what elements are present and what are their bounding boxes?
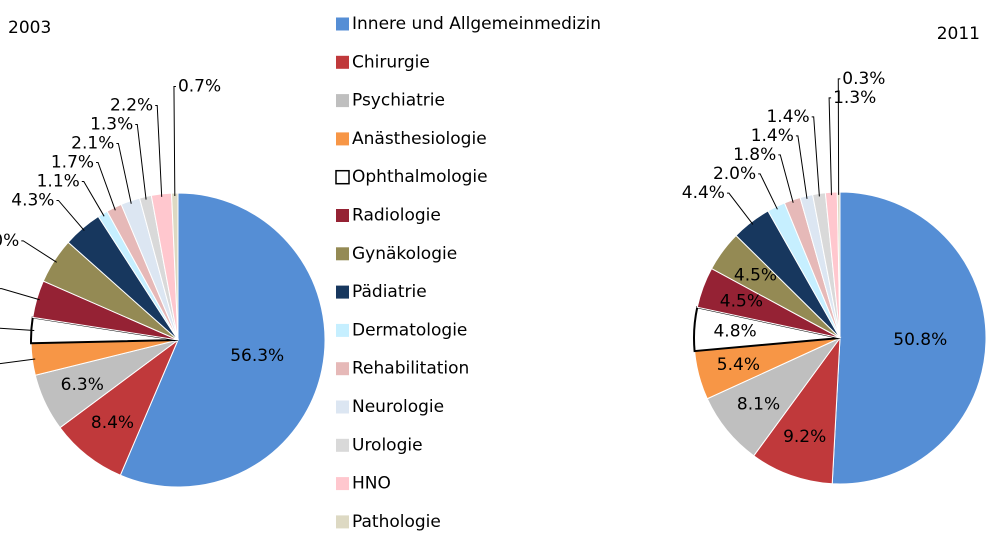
data-label: 4.4% xyxy=(682,183,725,203)
leader-line xyxy=(21,240,57,263)
legend-label: Urologie xyxy=(352,435,423,455)
data-label: 4.3% xyxy=(11,190,54,210)
legend-swatch xyxy=(336,477,349,491)
leader-line xyxy=(726,192,754,225)
legend-label: Anästhesiologie xyxy=(352,129,487,149)
leader-line xyxy=(81,180,105,217)
data-label: 1.7% xyxy=(51,152,94,172)
legend-label: Gynäkologie xyxy=(352,244,457,264)
legend-label: Pathologie xyxy=(352,512,441,532)
leader-line xyxy=(795,135,808,199)
data-label: 50.8% xyxy=(893,330,947,350)
legend-swatch xyxy=(336,55,349,69)
leader-line xyxy=(758,173,778,210)
legend-label: Psychiatrie xyxy=(352,91,445,111)
legend-label: Chirurgie xyxy=(352,52,430,72)
pie-slice xyxy=(831,191,987,485)
data-label: 6.3% xyxy=(61,375,104,395)
legend-swatch xyxy=(336,94,349,108)
leader-line xyxy=(96,161,116,211)
leader-line xyxy=(0,327,35,331)
leader-line xyxy=(0,288,40,301)
leader-line xyxy=(116,142,132,204)
legend-swatch xyxy=(336,400,349,414)
leader-line xyxy=(155,104,163,197)
chart-title: 2011 xyxy=(937,24,980,44)
leader-line xyxy=(837,78,841,195)
data-label: 1.4% xyxy=(766,107,809,127)
legend-label: Rehabilitation xyxy=(352,359,469,379)
data-label: 4.8% xyxy=(713,322,756,342)
leader-line xyxy=(173,85,176,196)
legend-label: Innere und Allgemeinmedizin xyxy=(352,14,601,34)
legend-label: HNO xyxy=(352,474,391,494)
leader-line xyxy=(56,199,85,231)
data-label: 2.0% xyxy=(713,164,756,184)
legend-label: Neurologie xyxy=(352,397,444,417)
data-label: 1.1% xyxy=(37,171,80,191)
data-label: 8.4% xyxy=(91,413,134,433)
legend-swatch xyxy=(335,169,350,185)
data-label: 1.8% xyxy=(733,145,776,165)
legend-swatch xyxy=(336,438,349,452)
data-label: 8.1% xyxy=(737,394,780,414)
data-label: 5.0% xyxy=(0,231,19,251)
data-label: 9.2% xyxy=(783,427,826,447)
legend-label: Ophthalmologie xyxy=(352,167,488,187)
legend-swatch xyxy=(336,209,349,222)
data-label: 1.4% xyxy=(751,126,794,146)
legend-label: Dermatologie xyxy=(352,320,467,340)
legend-swatch xyxy=(336,132,349,146)
pie-slice xyxy=(119,192,326,488)
data-label: 2.1% xyxy=(71,133,114,153)
legend-label: Pädiatrie xyxy=(352,282,427,302)
leader-line xyxy=(135,123,147,200)
legend-swatch xyxy=(336,285,349,299)
leader-line xyxy=(828,97,832,196)
legend-swatch xyxy=(336,247,349,261)
data-label: 5.4% xyxy=(717,355,760,375)
legend-label: Radiologie xyxy=(352,206,441,226)
data-label: 2.2% xyxy=(110,95,153,115)
data-label: 4.5% xyxy=(734,265,777,285)
legend-swatch xyxy=(336,323,349,337)
pie-slice xyxy=(753,336,841,485)
data-label: 4.5% xyxy=(720,292,763,312)
data-label: 1.3% xyxy=(90,114,133,134)
chart-title: 2003 xyxy=(8,18,51,38)
legend-swatch xyxy=(336,17,349,31)
legend-swatch xyxy=(336,362,349,376)
leader-line xyxy=(778,154,794,203)
legend-swatch xyxy=(336,515,349,529)
data-label: 0.3% xyxy=(842,69,885,89)
leader-line xyxy=(811,116,820,197)
data-label: 0.7% xyxy=(178,76,221,96)
data-label: 1.3% xyxy=(833,88,876,108)
data-label: 56.3% xyxy=(230,346,284,366)
leader-line xyxy=(0,358,36,365)
